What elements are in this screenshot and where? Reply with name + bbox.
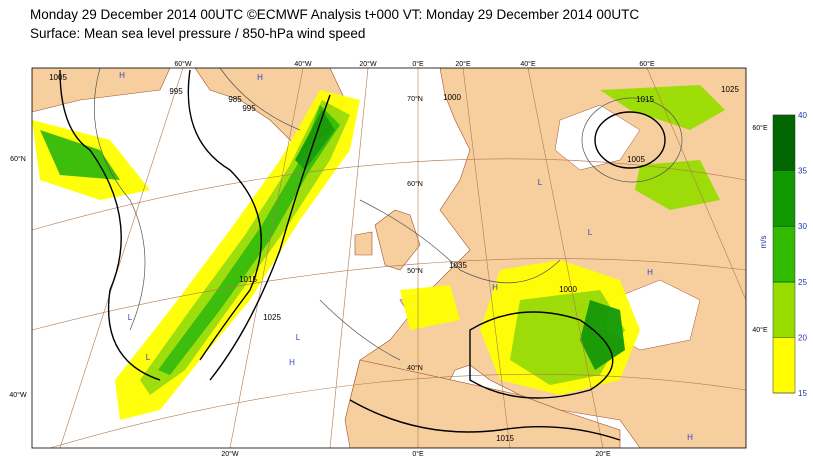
graticule-label: 20°E xyxy=(595,450,611,458)
graticule-label: 50°N xyxy=(407,267,423,275)
graticule-label: 60°E xyxy=(752,124,768,132)
pressure-center: H xyxy=(289,358,295,367)
pressure-center: H xyxy=(687,433,693,442)
graticule-label: 40°E xyxy=(752,326,768,334)
graticule-label: 40°E xyxy=(520,60,536,68)
graticule-label: 70°N xyxy=(407,95,423,103)
graticule-label: 20°W xyxy=(359,60,377,68)
colorbar-tick-label: 40 xyxy=(798,111,807,120)
isobar-label: 1015 xyxy=(636,95,654,104)
graticule-label: 60°N xyxy=(407,180,423,188)
pressure-center: L xyxy=(588,228,593,237)
isobar-label: 1005 xyxy=(49,73,67,82)
subtitle: Surface: Mean sea level pressure / 850-h… xyxy=(30,26,365,41)
pressure-center: L xyxy=(296,333,301,342)
isobar-label: 1025 xyxy=(721,85,739,94)
isobar-label: 995 xyxy=(242,104,256,113)
colorbar-tick-label: 20 xyxy=(798,333,807,342)
colorbar-tick-label: 35 xyxy=(798,167,807,176)
isobar-label: 1005 xyxy=(627,155,645,164)
graticule-label: 40°W xyxy=(294,60,312,68)
graticule-label: 20°E xyxy=(455,60,471,68)
pressure-center: H xyxy=(257,73,263,82)
isobar-label: 1000 xyxy=(559,285,577,294)
graticule-label: 60°E xyxy=(639,60,655,68)
map-area xyxy=(32,68,746,448)
isobar-label: 1035 xyxy=(449,261,467,270)
graticule-label: 60°N xyxy=(10,155,26,163)
pressure-center: H xyxy=(119,71,125,80)
map-frame xyxy=(31,67,747,449)
isobar-label: 1025 xyxy=(263,313,281,322)
graticule-label: 0°E xyxy=(412,450,424,458)
colorbar-tick-label: 30 xyxy=(798,222,807,231)
graticule-label: 40°N xyxy=(407,364,423,372)
graticule-label: 40°W xyxy=(9,391,27,399)
pressure-center: L xyxy=(538,178,543,187)
colorbar-tick-label: 15 xyxy=(798,389,807,398)
colorbar-tick-label: 25 xyxy=(798,278,807,287)
isobar-label: 1000 xyxy=(443,93,461,102)
pressure-center: H xyxy=(492,283,498,292)
isobar-label: 985 xyxy=(228,95,242,104)
isobar-label: 995 xyxy=(169,87,183,96)
graticule-label: 20°W xyxy=(221,450,239,458)
pressure-center: H xyxy=(647,268,653,277)
colorbar: m/s xyxy=(759,114,796,394)
title: Monday 29 December 2014 00UTC ©ECMWF Ana… xyxy=(30,7,639,22)
pressure-center: L xyxy=(146,353,151,362)
isobar-label: 1015 xyxy=(496,434,514,443)
colorbar-unit: m/s xyxy=(759,236,768,249)
graticule-label: 60°W xyxy=(174,60,192,68)
graticule-label: 0°E xyxy=(412,60,424,68)
pressure-center: L xyxy=(128,313,133,322)
isobar-label: 1015 xyxy=(239,275,257,284)
